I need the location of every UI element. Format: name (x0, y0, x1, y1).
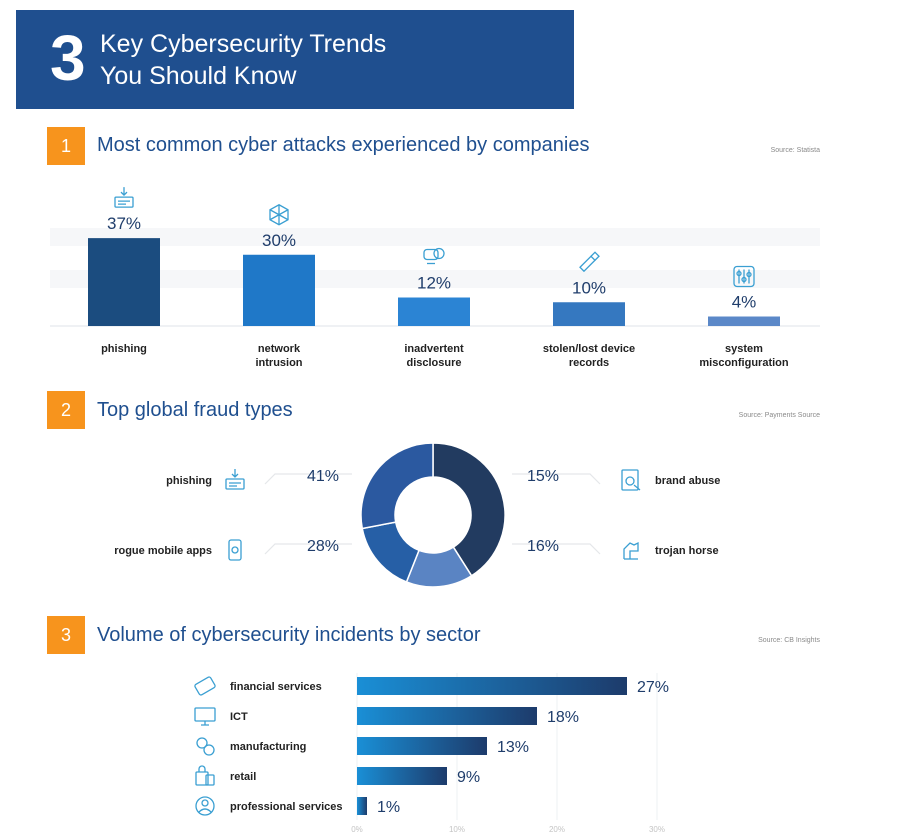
bar (88, 238, 160, 326)
slice-value-label: 15% (527, 468, 559, 485)
x-tick-label: 10% (449, 825, 465, 834)
phishing-icon (114, 187, 134, 208)
banner-title: Key Cybersecurity Trends You Should Know (100, 30, 387, 90)
professional-services-icon (195, 796, 215, 816)
bar-value-label: 37% (107, 214, 141, 233)
slice-value-label: 28% (307, 538, 339, 555)
bar-category-label: inadvertent (404, 343, 464, 355)
bar-value-label: 30% (262, 231, 296, 250)
section-2-badge: 2 (47, 391, 85, 429)
bar-category-label: disclosure (406, 357, 461, 369)
donut-slice (361, 521, 420, 583)
bar-value-label: 10% (572, 278, 606, 297)
slice-value-label: 16% (527, 538, 559, 555)
disclosure-chat-icon (423, 247, 445, 265)
slice-value-label: 41% (307, 468, 339, 485)
bar-category-label: records (569, 357, 609, 369)
bar-category-label: stolen/lost device (543, 343, 635, 355)
bg-band (50, 228, 820, 246)
bar-category-label: phishing (101, 343, 147, 355)
hbar (357, 737, 487, 755)
hbar (357, 677, 627, 695)
hbar-category-label: professional services (230, 801, 343, 813)
mobile-app-icon (228, 539, 242, 561)
hbar-value-label: 9% (457, 769, 480, 786)
bar-category-label: network (258, 343, 301, 355)
bar (553, 302, 625, 326)
sliders-icon (733, 265, 755, 288)
leader-line (512, 473, 601, 485)
hbar-category-label: manufacturing (230, 741, 306, 753)
hbar-category-label: retail (230, 771, 256, 783)
section-1-source: Source: Statista (770, 147, 820, 154)
phishing-icon (225, 469, 245, 490)
section-1-badge: 1 (47, 127, 85, 165)
leader-line (264, 543, 352, 555)
bar-value-label: 12% (417, 274, 451, 293)
leader-line (512, 543, 601, 555)
leader-line (264, 473, 352, 485)
bar-category-label: intrusion (255, 357, 302, 369)
bar (243, 254, 315, 326)
section-3-title: Volume of cybersecurity incidents by sec… (97, 624, 481, 646)
section-1-title: Most common cyber attacks experienced by… (97, 134, 590, 156)
section-3-source: Source: CB Insights (758, 637, 820, 644)
usb-drive-icon (579, 251, 600, 273)
section-2-source: Source: Payments Source (738, 412, 820, 419)
slice-category-label: rogue mobile apps (114, 545, 212, 557)
fraud-donut-chart: 41% phishing 15% brand abuse 16% trojan horse… (114, 442, 720, 588)
bar (708, 316, 780, 326)
hbar (357, 797, 367, 815)
section-2-title: Top global fraud types (97, 399, 293, 421)
banner-number: 3 (50, 22, 86, 94)
network-intrusion-icon (269, 204, 289, 226)
hbar (357, 767, 447, 785)
hbar (357, 707, 537, 725)
header-banner: 3 Key Cybersecurity Trends You Should Kn… (16, 10, 574, 109)
x-tick-label: 20% (549, 825, 565, 834)
credit-card-icon (194, 676, 216, 696)
slice-category-label: trojan horse (655, 545, 719, 557)
slice-category-label: phishing (166, 475, 212, 487)
hbar-value-label: 18% (547, 709, 579, 726)
hbar-category-label: financial services (230, 681, 322, 693)
section-3-badge: 3 (47, 616, 85, 654)
bar-category-label: misconfiguration (699, 357, 789, 369)
hbar-value-label: 13% (497, 739, 529, 756)
bar-value-label: 4% (732, 293, 757, 312)
donut-slice (432, 442, 506, 577)
trojan-horse-icon (623, 541, 639, 560)
sector-hbar-chart: 0% 10% 20% 30% 27% financial services 18% ICT 13… (194, 673, 669, 834)
attacks-bar-chart: 37% phishing 30% network intrusion 12% inadver… (50, 187, 820, 369)
x-tick-label: 0% (351, 825, 363, 834)
shopping-bags-icon (195, 765, 215, 786)
hbar-value-label: 1% (377, 799, 400, 816)
factory-gears-icon (196, 737, 215, 756)
computer-icon (194, 707, 216, 726)
bar (398, 297, 470, 326)
bar-category-label: system (725, 343, 763, 355)
brand-abuse-icon (621, 469, 641, 491)
hbar-category-label: ICT (230, 711, 248, 723)
donut-slice (360, 442, 434, 530)
hbar-value-label: 27% (637, 679, 669, 696)
slice-category-label: brand abuse (655, 475, 720, 487)
bg-band (50, 270, 820, 288)
x-tick-label: 30% (649, 825, 665, 834)
